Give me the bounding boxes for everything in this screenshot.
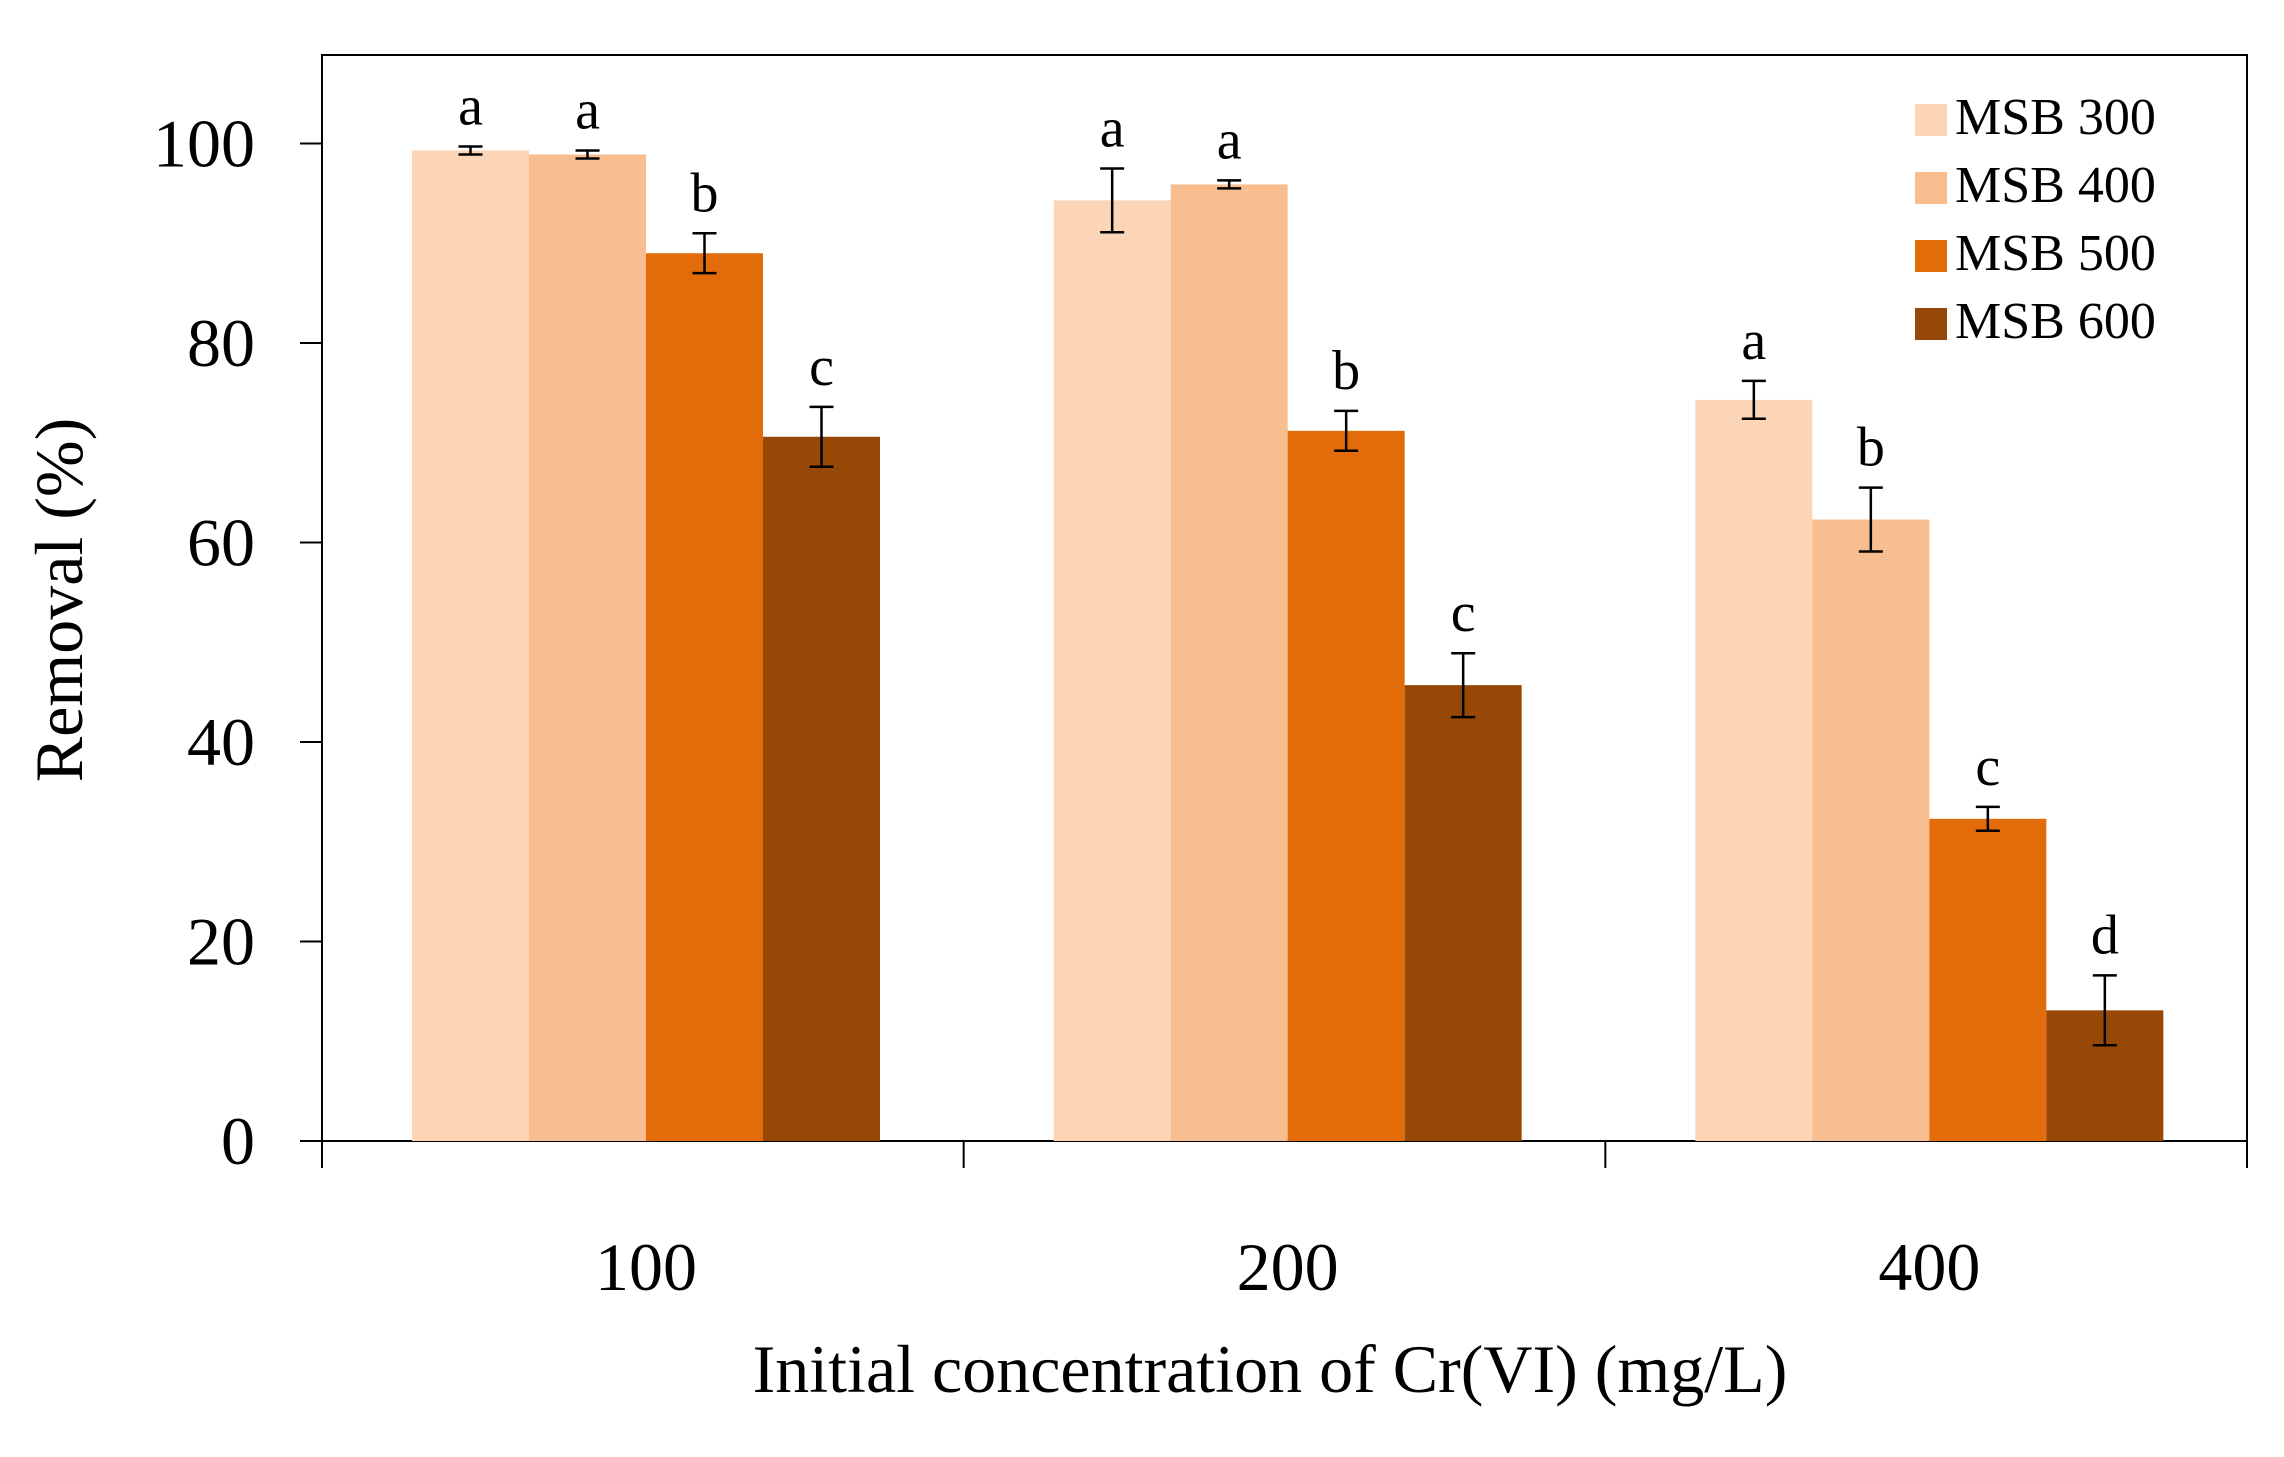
- legend-swatch: [1915, 240, 1947, 272]
- error-bar-msb-600-200: [1451, 651, 1476, 719]
- legend-swatch: [1915, 172, 1947, 204]
- significance-letter: c: [1451, 582, 1476, 644]
- bar-msb-300-400: [1695, 399, 1813, 1141]
- significance-letter: a: [1100, 97, 1125, 159]
- significance-letter: a: [1217, 109, 1242, 171]
- bar-msb-400-200: [1170, 184, 1288, 1141]
- error-bar-msb-500-400: [1975, 805, 2000, 833]
- significance-letter: c: [1975, 736, 2000, 798]
- y-tick-label: 80: [187, 305, 255, 381]
- significance-letter: d: [2091, 904, 2119, 966]
- error-bar-msb-500-100: [692, 232, 717, 275]
- error-bar-msb-600-400: [2092, 974, 2117, 1047]
- y-tick-label: 60: [187, 505, 255, 581]
- error-bar-msb-500-200: [1334, 409, 1359, 452]
- significance-letter: c: [809, 336, 834, 398]
- bar-msb-300-100: [412, 150, 529, 1142]
- x-tick-label: 400: [1878, 1229, 1980, 1305]
- legend-label: MSB 400: [1955, 157, 2156, 214]
- bar-msb-600-100: [763, 436, 880, 1141]
- bar-msb-300-200: [1053, 200, 1171, 1142]
- y-tick-label: 100: [153, 106, 255, 182]
- error-bar-msb-600-100: [809, 405, 834, 468]
- significance-letter: b: [1332, 340, 1360, 402]
- x-axis-title: Initial concentration of Cr(VI) (mg/L): [753, 1331, 1788, 1407]
- error-bar-msb-400-400: [1858, 486, 1883, 553]
- bar-msb-400-400: [1812, 519, 1930, 1141]
- legend-label: MSB 600: [1955, 293, 2156, 350]
- significance-letter: b: [1857, 417, 1885, 479]
- x-tick-label: 100: [595, 1229, 697, 1305]
- significance-letter: b: [691, 162, 719, 224]
- legend-swatch: [1915, 308, 1947, 340]
- significance-letter: a: [1741, 310, 1766, 372]
- error-bar-msb-300-400: [1741, 379, 1766, 421]
- bar-msb-600-200: [1404, 685, 1522, 1141]
- y-tick-label: 0: [221, 1103, 255, 1179]
- legend-item-msb-400: MSB 400: [1915, 157, 2156, 214]
- y-axis-title: Removal (%): [21, 418, 97, 782]
- legend-item-msb-500: MSB 500: [1915, 225, 2156, 282]
- error-bar-msb-400-200: [1217, 179, 1242, 190]
- error-bar-msb-400-100: [575, 149, 600, 160]
- legend-item-msb-300: MSB 300: [1915, 89, 2156, 146]
- error-bar-msb-300-100: [458, 145, 483, 156]
- bar-msb-500-200: [1287, 430, 1405, 1141]
- legend-swatch: [1915, 104, 1947, 136]
- significance-letter: a: [575, 79, 600, 141]
- bar-msb-400-100: [529, 154, 646, 1141]
- legend-label: MSB 500: [1955, 225, 2156, 282]
- legend-item-msb-600: MSB 600: [1915, 293, 2156, 350]
- significance-letter: a: [458, 75, 483, 137]
- legend-label: MSB 300: [1955, 89, 2156, 146]
- x-tick-label: 200: [1237, 1229, 1339, 1305]
- y-tick-label: 40: [187, 704, 255, 780]
- y-tick-label: 20: [187, 904, 255, 980]
- error-bar-msb-300-200: [1100, 167, 1125, 234]
- bar-msb-500-100: [646, 253, 763, 1142]
- bar-msb-500-400: [1929, 818, 2047, 1141]
